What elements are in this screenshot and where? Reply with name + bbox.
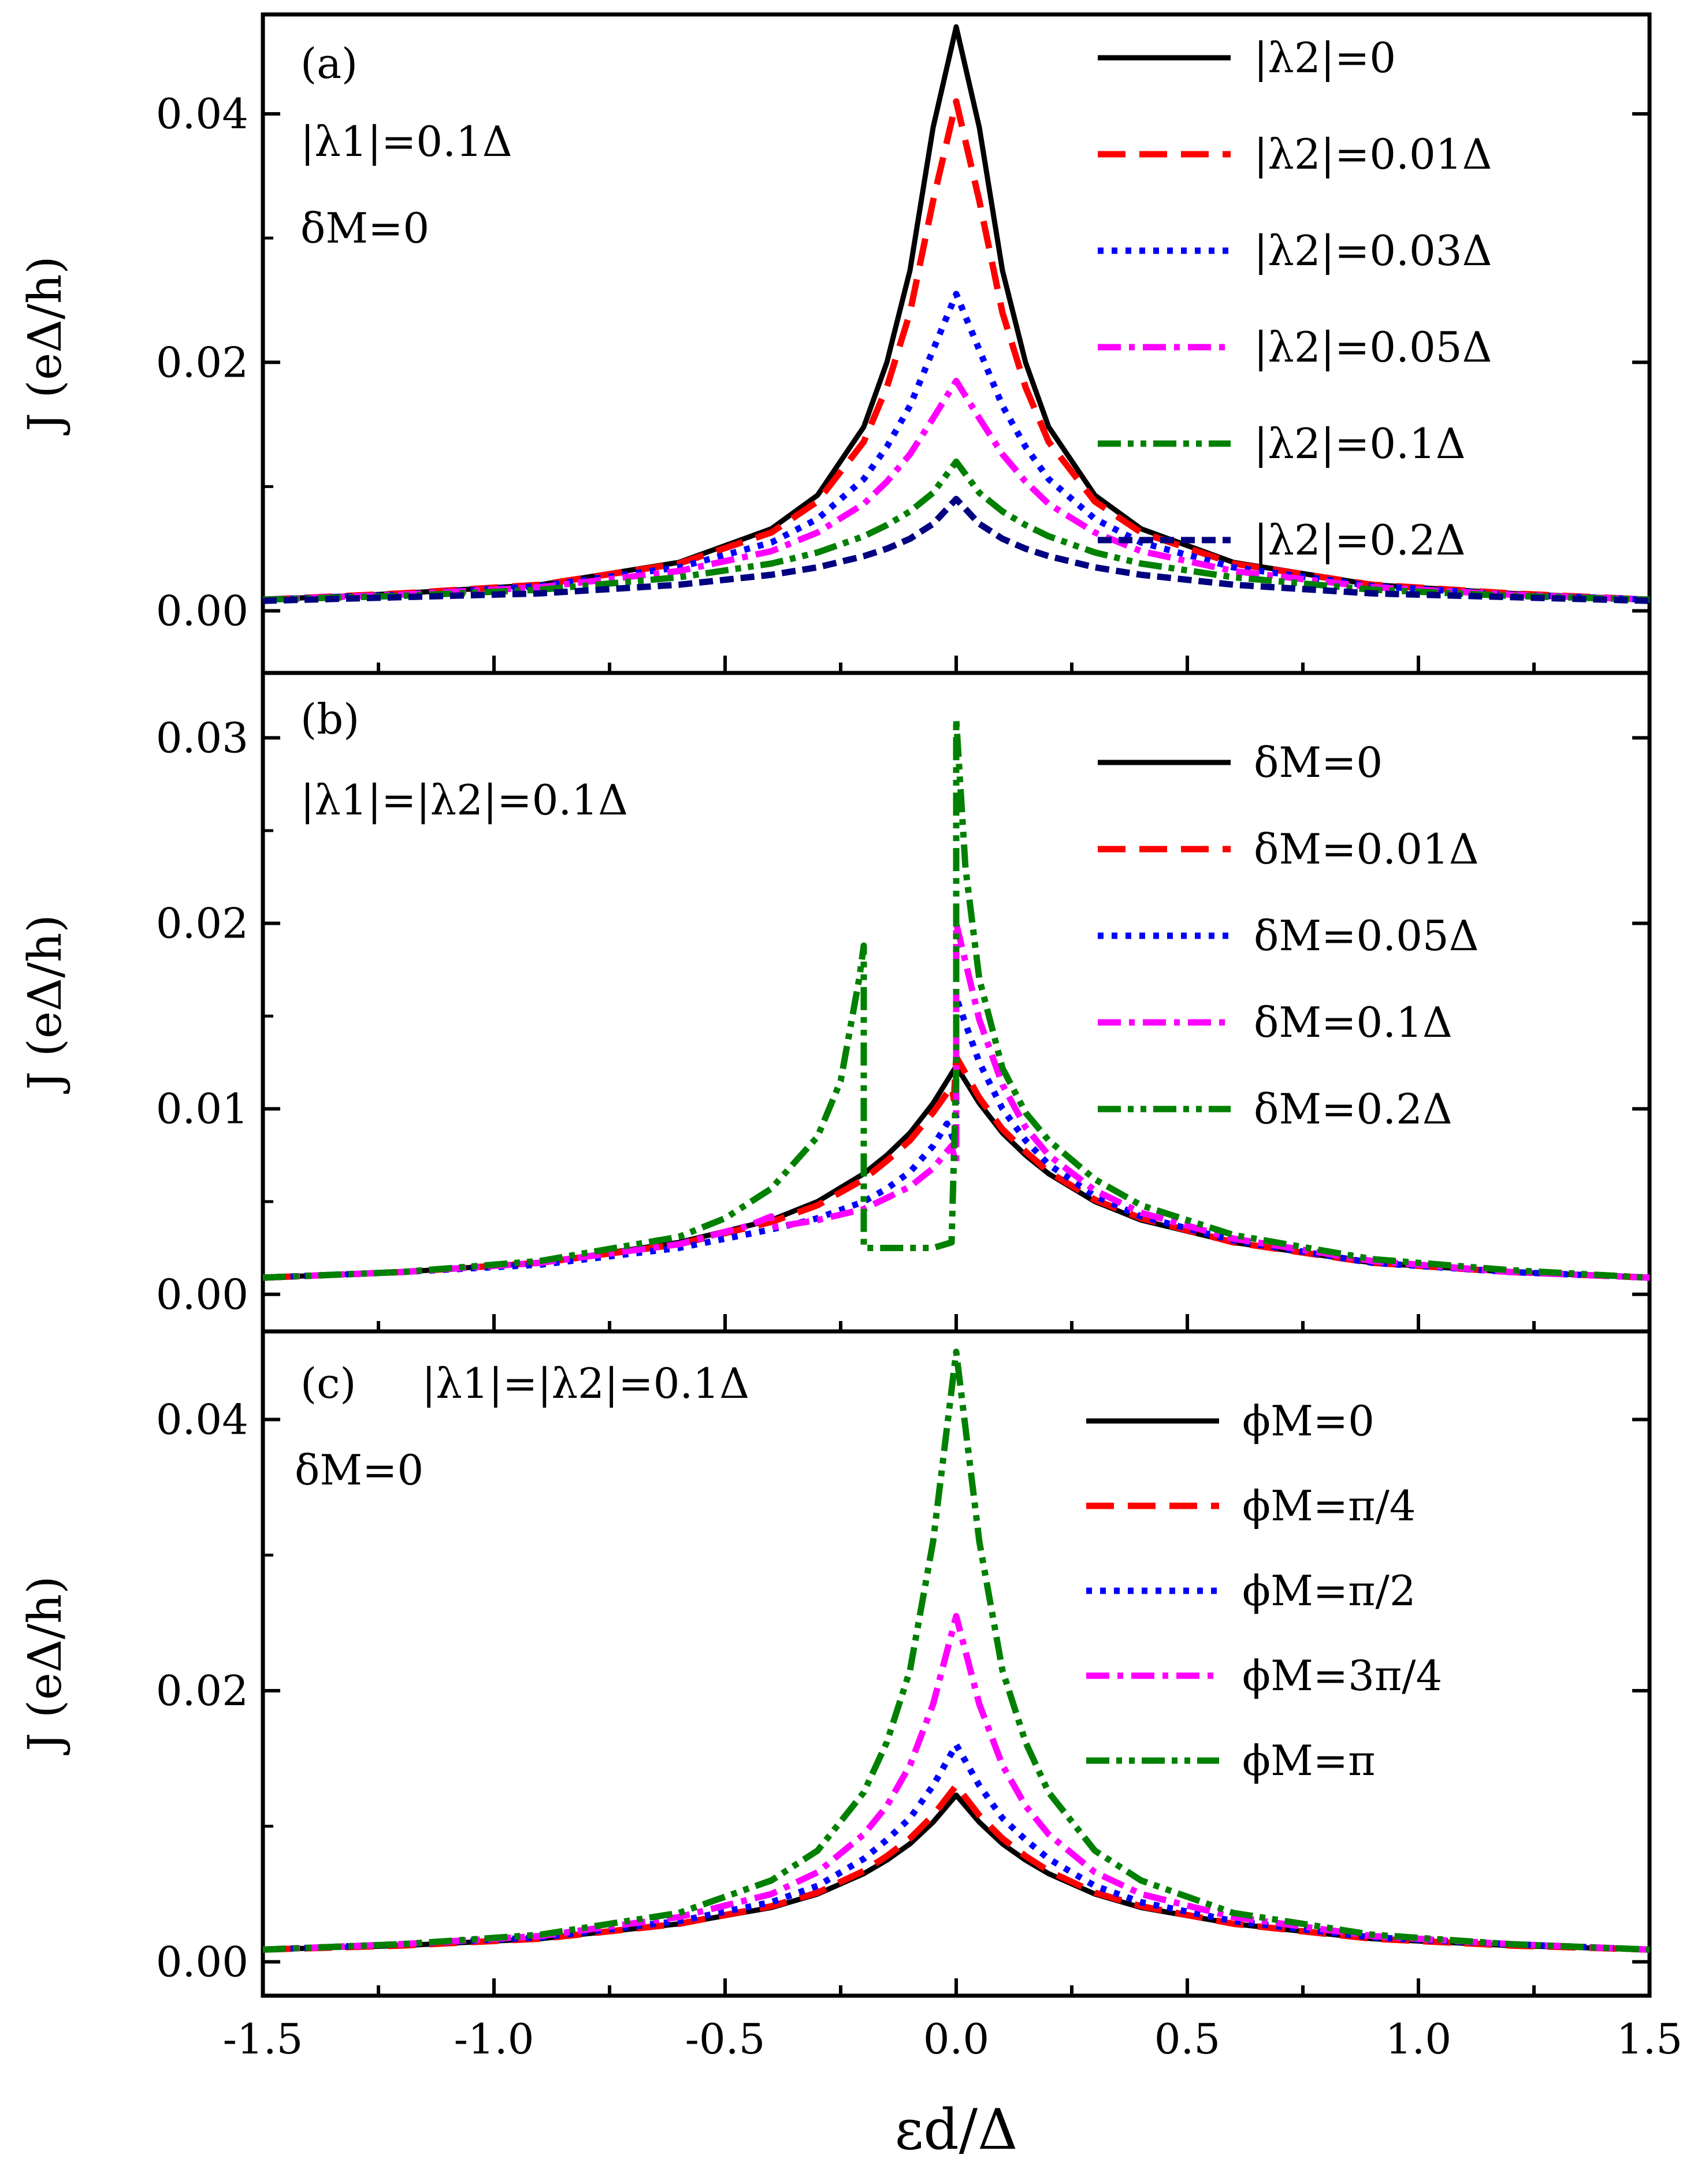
panel-b-legend-label-1: δM=0.01Δ <box>1254 825 1479 873</box>
panel-a-legend-label-0: |λ2|=0 <box>1254 34 1396 82</box>
panel-a-legend-label-1: |λ2|=0.01Δ <box>1254 130 1492 178</box>
panel-a-ylabel: J (eΔ/h) <box>18 256 72 436</box>
x-axis-label: εd/Δ <box>895 2097 1018 2162</box>
panel-c-letter: (c) <box>300 1359 356 1408</box>
panel-a-series-3 <box>262 378 1650 603</box>
panel-c-delta-annotation: δM=0 <box>295 1446 424 1494</box>
xtick-label-4: 0.5 <box>1154 2015 1221 2063</box>
panel-a-ytick-label-2: 0.04 <box>156 90 248 138</box>
panel-b-ytick-label-2: 0.02 <box>156 899 248 948</box>
panel-c-legend-label-0: ϕM=0 <box>1242 1397 1375 1445</box>
panel-c-ytick-label-1: 0.02 <box>156 1666 248 1715</box>
panel-a-legend-label-5: |λ2|=0.2Δ <box>1254 516 1466 564</box>
panel-b-ytick-label-0: 0.00 <box>156 1270 248 1319</box>
panel-c-ytick-label-0: 0.00 <box>156 1937 248 1986</box>
panel-b-legend: δM=0 δM=0.01Δ δM=0.05Δ δM=0.1Δ δM=0.2Δ <box>1098 738 1479 1133</box>
panel-a-letter: (a) <box>300 39 358 88</box>
panel-a-ytick-label-1: 0.02 <box>156 338 248 386</box>
panel-a-series-2 <box>262 291 1650 603</box>
panel-c-legend-label-3: ϕM=3π/4 <box>1242 1651 1442 1700</box>
panel-b-lines <box>262 716 1650 1281</box>
panel-c-lambda-annotation: |λ1|=|λ2|=0.1Δ <box>422 1359 749 1408</box>
panel-c-series-3 <box>262 1613 1650 1953</box>
panel-b-ylabel: J (eΔ/h) <box>18 914 72 1094</box>
panel-c-series-0 <box>262 1792 1650 1952</box>
panel-c-series-4 <box>262 1348 1650 1953</box>
panel-c-series-1 <box>262 1782 1650 1953</box>
xtick-label-2: -0.5 <box>685 2015 766 2063</box>
panel-b-legend-label-2: δM=0.05Δ <box>1254 911 1479 960</box>
panel-b-legend-label-0: δM=0 <box>1254 738 1383 787</box>
panel-c-legend-label-1: ϕM=π/4 <box>1242 1482 1416 1530</box>
panel-c-legend: ϕM=0 ϕM=π/4 ϕM=π/2 ϕM=3π/4 ϕM=π <box>1086 1397 1442 1785</box>
xtick-label-3: 0.0 <box>923 2015 990 2063</box>
panel-a-legend-label-2: |λ2|=0.03Δ <box>1254 226 1492 275</box>
panel-a-series-1 <box>262 98 1650 603</box>
panel-b-legend-label-4: δM=0.2Δ <box>1254 1085 1453 1133</box>
panel-c-ylabel: J (eΔ/h) <box>18 1576 72 1755</box>
panel-c-legend-label-2: ϕM=π/2 <box>1242 1567 1416 1615</box>
panel-b-legend-label-3: δM=0.1Δ <box>1254 998 1453 1047</box>
panel-a-legend-label-3: |λ2|=0.05Δ <box>1254 323 1492 371</box>
panel-b-letter: (b) <box>300 695 359 743</box>
panel-c-legend-label-4: ϕM=π <box>1242 1736 1375 1785</box>
panel-b-ytick-label-1: 0.01 <box>156 1085 248 1133</box>
panel-b-lambda-annotation: |λ1|=|λ2|=0.1Δ <box>300 776 628 824</box>
panel-a-ytick-label-0: 0.00 <box>156 586 248 635</box>
xtick-label-5: 1.0 <box>1385 2015 1452 2063</box>
panel-c-lines <box>262 1348 1650 1953</box>
xtick-label-1: -1.0 <box>454 2015 534 2063</box>
panel-a-series-4 <box>262 458 1650 603</box>
panel-c-series-2 <box>262 1742 1650 1953</box>
panel-b-series-3 <box>262 920 1650 1281</box>
panel-a-series-5 <box>262 496 1650 604</box>
panel-a-legend-label-4: |λ2|=0.1Δ <box>1254 419 1466 468</box>
xtick-label-6: 1.5 <box>1617 2015 1683 2063</box>
panel-c-ytick-label-2: 0.04 <box>156 1396 248 1444</box>
panel-a-delta-annotation: δM=0 <box>300 204 429 252</box>
panel-b-ytick-label-3: 0.03 <box>156 713 248 762</box>
xtick-label-0: -1.5 <box>223 2015 303 2063</box>
panel-a-legend: |λ2|=0 |λ2|=0.01Δ |λ2|=0.03Δ |λ2|=0.05Δ |λ2|… <box>1098 34 1492 564</box>
panel-b-series-4 <box>262 716 1650 1281</box>
panel-a-lambda1-annotation: |λ1|=0.1Δ <box>300 117 512 166</box>
axis-ticks: 0.00 0.02 0.04 0.00 0.01 0.02 0.03 0.00 0.02 0.04… <box>156 90 1683 2063</box>
panel-a-lines <box>262 24 1650 604</box>
